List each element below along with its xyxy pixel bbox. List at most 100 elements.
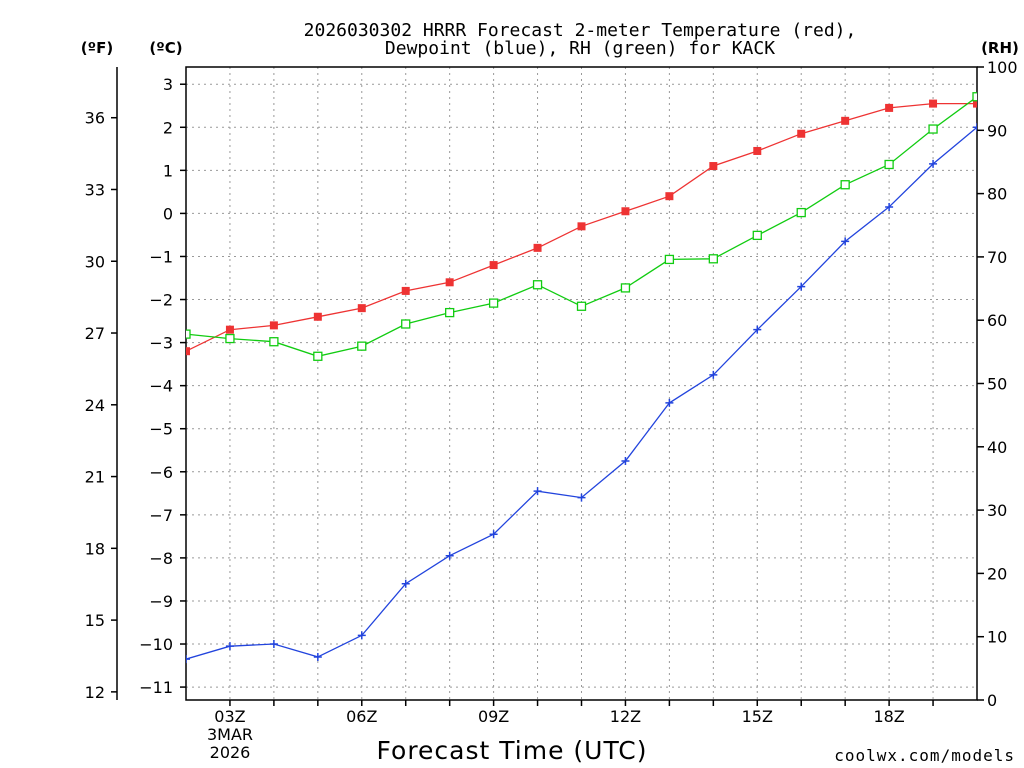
rh-point: [664, 254, 675, 265]
dewpoint-point: [269, 640, 278, 649]
fahrenheit-tick-label: 12: [85, 683, 105, 702]
rh-tick-label: 20: [987, 564, 1007, 583]
temperature-point: [665, 192, 674, 201]
rh-point: [576, 301, 587, 311]
date-label-year: 2026: [210, 743, 251, 762]
chart-subtitle: Dewpoint (blue), RH (green) for KACK: [385, 38, 775, 59]
fahrenheit-tick-label: 33: [85, 180, 105, 199]
celsius-tick-label: −6: [149, 463, 173, 482]
dewpoint-point: [445, 551, 454, 560]
rh-point: [972, 92, 977, 102]
rh-point: [269, 337, 279, 347]
dewpoint-point: [577, 493, 586, 502]
celsius-tick-label: −5: [149, 420, 173, 439]
temperature-point: [929, 99, 938, 108]
chart-title: 2026030302 HRRR Forecast 2-meter Tempera…: [304, 20, 857, 41]
celsius-tick-label: −4: [149, 377, 173, 396]
celsius-tick-label: 2: [163, 118, 173, 137]
dewpoint-point: [401, 579, 410, 588]
x-tick-label: 06Z: [346, 707, 377, 726]
celsius-tick-label: −2: [149, 291, 173, 310]
temperature-point: [401, 286, 410, 295]
dewpoint-point: [665, 398, 674, 407]
rh-point: [225, 333, 235, 344]
temperature-point: [885, 103, 894, 112]
fahrenheit-tick-label: 30: [85, 252, 105, 271]
dewpoint-point: [753, 325, 762, 334]
dewpoint-series: [186, 123, 977, 664]
celsius-tick-label: −3: [149, 334, 173, 353]
dewpoint-line: [186, 126, 977, 660]
x-tick-label: 15Z: [742, 707, 773, 726]
temperature-point: [357, 304, 366, 313]
rh-point: [186, 329, 191, 339]
rh-point: [840, 180, 850, 190]
celsius-tick-label: 3: [163, 75, 173, 94]
dewpoint-point: [533, 487, 542, 496]
temperature-point: [186, 347, 190, 356]
dewpoint-point: [929, 159, 938, 168]
x-tick-label: 18Z: [873, 707, 904, 726]
rh-tick-label: 0: [987, 691, 997, 710]
x-tick-label: 12Z: [610, 707, 641, 726]
series-layer: [186, 92, 977, 664]
rh-point: [445, 307, 455, 318]
dewpoint-point: [709, 370, 718, 379]
celsius-tick-label: −8: [149, 549, 173, 568]
fahrenheit-tick-label: 27: [85, 324, 105, 343]
celsius-tick-label: −1: [149, 247, 173, 266]
x-axis-title: Forecast Time (UTC): [377, 736, 648, 765]
fahrenheit-tick-label: 18: [85, 539, 105, 558]
rh-series: [186, 92, 977, 361]
celsius-unit-label: (ºC): [149, 39, 182, 57]
temperature-point: [973, 99, 977, 108]
dewpoint-point: [186, 655, 190, 664]
rh-point: [532, 280, 543, 290]
temperature-point: [445, 278, 454, 287]
rh-tick-label: 40: [987, 438, 1007, 457]
tick-labels: 3210−1−2−3−4−5−6−7−8−9−10−11363330272421…: [85, 58, 1018, 726]
temperature-point: [621, 207, 630, 216]
rh-tick-label: 90: [987, 121, 1007, 140]
grid-lines: [186, 67, 977, 700]
celsius-tick-label: −11: [139, 678, 173, 697]
rh-tick-label: 80: [987, 185, 1007, 204]
dewpoint-point: [313, 652, 322, 661]
rh-point: [752, 230, 762, 241]
celsius-tick-label: −9: [149, 592, 173, 611]
temperature-point: [489, 261, 498, 270]
fahrenheit-unit-label: (ºF): [81, 39, 113, 57]
dewpoint-point: [841, 237, 850, 246]
temperature-point: [753, 146, 762, 155]
dewpoint-point: [225, 642, 234, 651]
fahrenheit-tick-label: 21: [85, 468, 105, 487]
rh-tick-label: 50: [987, 375, 1007, 394]
rh-tick-label: 30: [987, 501, 1007, 520]
dewpoint-point: [797, 282, 806, 291]
rh-point: [313, 351, 323, 361]
temperature-point: [709, 162, 718, 171]
rh-point: [928, 124, 938, 134]
celsius-tick-label: 0: [163, 204, 173, 223]
temperature-point: [797, 129, 806, 138]
dewpoint-point: [489, 530, 498, 539]
temperature-point: [313, 312, 322, 321]
fahrenheit-tick-label: 24: [85, 396, 105, 415]
plot-frame: [185, 66, 978, 701]
rh-tick-label: 60: [987, 311, 1007, 330]
rh-point: [357, 341, 367, 351]
x-tick-label: 03Z: [214, 707, 245, 726]
fahrenheit-tick-label: 36: [85, 109, 105, 128]
dewpoint-point: [621, 457, 630, 466]
rh-tick-label: 70: [987, 248, 1007, 267]
rh-tick-label: 100: [987, 58, 1018, 77]
temperature-series: [186, 99, 977, 356]
rh-point: [401, 319, 411, 329]
date-label-month: 3MAR: [207, 725, 253, 744]
rh-unit-label: (RH): [981, 39, 1019, 57]
rh-point: [796, 207, 806, 218]
x-tick-label: 09Z: [478, 707, 509, 726]
dewpoint-point: [357, 631, 366, 640]
axes: [111, 66, 984, 706]
